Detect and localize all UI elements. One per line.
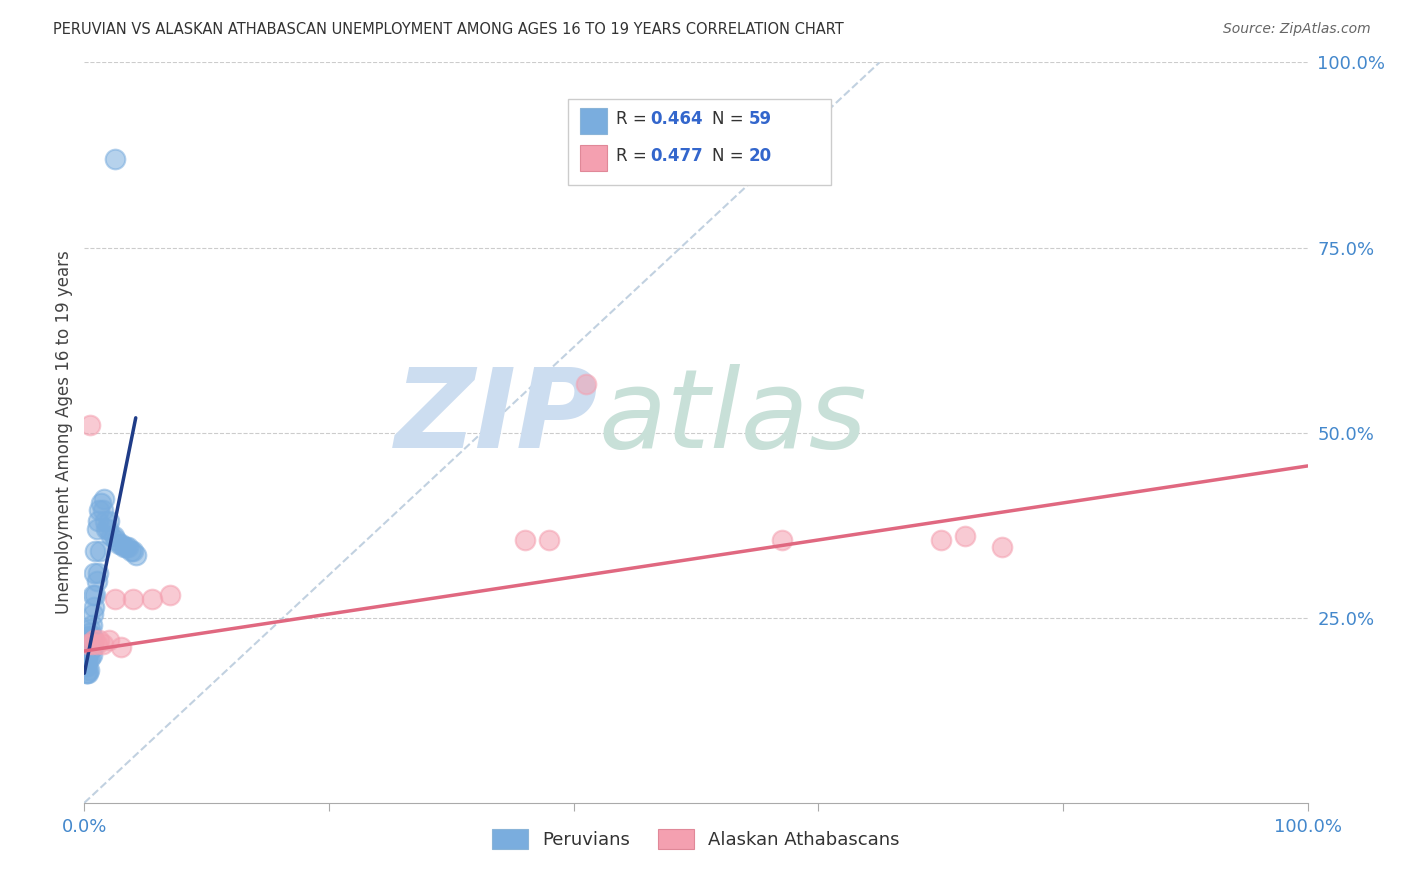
Point <box>76 651 98 665</box>
Point <box>77 637 100 651</box>
Point <box>82 589 104 603</box>
Point <box>84 544 107 558</box>
Bar <box>579 108 606 135</box>
Text: ZIP: ZIP <box>395 364 598 471</box>
Point <box>80 618 103 632</box>
Point <box>76 658 98 673</box>
Point <box>82 607 104 621</box>
Point <box>991 541 1014 555</box>
Point <box>94 515 117 529</box>
Point <box>76 666 98 681</box>
Point <box>929 533 952 547</box>
Point <box>117 541 139 555</box>
Text: N =: N = <box>711 111 749 128</box>
Bar <box>579 145 606 171</box>
Point <box>77 632 100 647</box>
Point <box>80 629 103 643</box>
Point <box>77 651 100 665</box>
Point <box>115 541 138 555</box>
Point <box>77 663 100 677</box>
Text: 0.477: 0.477 <box>651 147 703 165</box>
Point <box>82 640 104 655</box>
Point <box>105 533 128 547</box>
Point <box>84 589 107 603</box>
Point <box>104 592 127 607</box>
Point <box>96 522 118 536</box>
Point <box>87 503 110 517</box>
Point <box>75 651 97 665</box>
Point <box>107 536 129 550</box>
Point <box>75 666 97 681</box>
Point <box>87 632 110 647</box>
Point <box>97 515 120 529</box>
Point <box>538 533 561 547</box>
Text: N =: N = <box>711 147 749 165</box>
Point <box>110 640 132 655</box>
Point <box>86 637 108 651</box>
Point <box>90 496 112 510</box>
Point <box>75 658 97 673</box>
Point <box>77 666 100 681</box>
Point <box>122 592 145 607</box>
Point <box>77 629 100 643</box>
Point <box>77 640 100 655</box>
Point <box>103 529 125 543</box>
Point <box>110 536 132 550</box>
Point <box>112 541 135 555</box>
Point <box>75 644 97 658</box>
Point <box>80 637 103 651</box>
Point <box>770 533 793 547</box>
Point <box>83 566 105 581</box>
Point <box>76 637 98 651</box>
Point <box>87 515 110 529</box>
Point <box>104 152 127 166</box>
Point <box>75 637 97 651</box>
Point <box>83 599 105 614</box>
Text: R =: R = <box>616 147 652 165</box>
Point <box>86 574 108 588</box>
Point <box>87 566 110 581</box>
Point <box>93 492 115 507</box>
Point <box>79 651 101 665</box>
Point <box>83 632 105 647</box>
Point <box>76 632 98 647</box>
Point <box>97 632 120 647</box>
Point <box>77 644 100 658</box>
Y-axis label: Unemployment Among Ages 16 to 19 years: Unemployment Among Ages 16 to 19 years <box>55 251 73 615</box>
Point <box>76 648 98 662</box>
Point <box>79 637 101 651</box>
Point <box>122 544 145 558</box>
Point <box>91 637 114 651</box>
Text: atlas: atlas <box>598 364 866 471</box>
FancyBboxPatch shape <box>568 99 831 185</box>
Point <box>513 533 536 547</box>
Text: PERUVIAN VS ALASKAN ATHABASCAN UNEMPLOYMENT AMONG AGES 16 TO 19 YEARS CORRELATIO: PERUVIAN VS ALASKAN ATHABASCAN UNEMPLOYM… <box>53 22 844 37</box>
Point <box>89 544 111 558</box>
Point <box>79 418 101 433</box>
Text: 59: 59 <box>748 111 772 128</box>
Point <box>100 529 122 543</box>
Point <box>159 589 181 603</box>
Point <box>141 592 163 607</box>
Point <box>120 544 142 558</box>
Point <box>77 625 100 640</box>
Point <box>79 622 101 636</box>
Point <box>125 548 148 562</box>
Point <box>575 377 598 392</box>
Point <box>80 648 103 662</box>
Point <box>86 522 108 536</box>
Legend: Peruvians, Alaskan Athabascans: Peruvians, Alaskan Athabascans <box>485 822 907 856</box>
Text: Source: ZipAtlas.com: Source: ZipAtlas.com <box>1223 22 1371 37</box>
Point <box>953 529 976 543</box>
Point <box>75 640 97 655</box>
Text: R =: R = <box>616 111 652 128</box>
Point <box>77 632 100 647</box>
Text: 20: 20 <box>748 147 772 165</box>
Text: 0.464: 0.464 <box>651 111 703 128</box>
Point <box>97 522 120 536</box>
Point <box>91 503 114 517</box>
